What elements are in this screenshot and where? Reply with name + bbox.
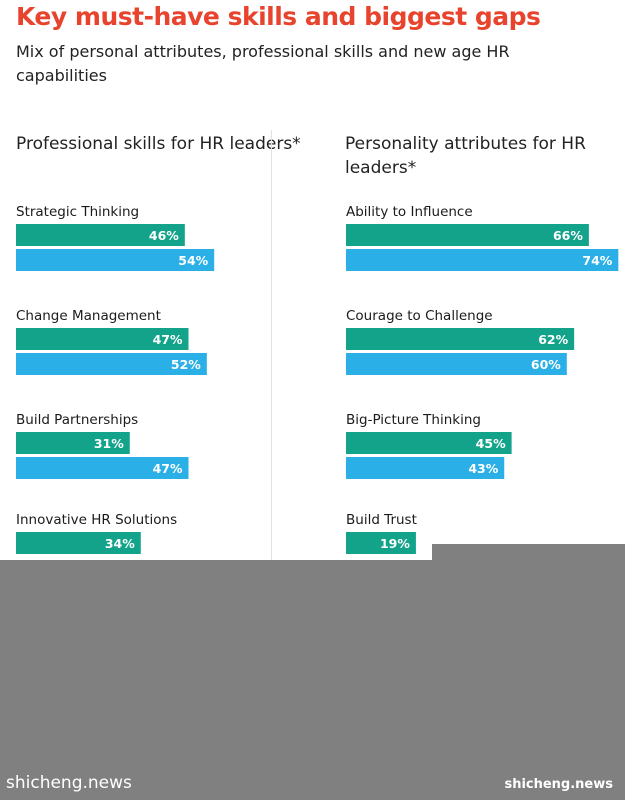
bar-value-label: 45% xyxy=(476,436,506,451)
bar-value-label: 47% xyxy=(153,461,183,476)
right-chart-title: Personality attributes for HR leaders* xyxy=(345,134,586,178)
bar-value-label: 43% xyxy=(468,461,498,476)
category-label: Ability to Influence xyxy=(346,204,473,220)
bar-value-label: 31% xyxy=(94,436,124,451)
watermark-right: shicheng.news xyxy=(504,777,613,792)
bar xyxy=(346,432,512,454)
gray-overlay-step xyxy=(432,544,625,564)
category-label: Innovative HR Solutions xyxy=(16,512,177,528)
column-divider xyxy=(271,130,272,560)
bar-value-label: 34% xyxy=(105,536,135,551)
bar xyxy=(16,532,141,554)
category-label: Change Management xyxy=(16,308,161,324)
left-chart-title: Professional skills for HR leaders* xyxy=(16,134,301,154)
bar-value-label: 62% xyxy=(538,332,568,347)
page-title: Key must-have skills and biggest gaps xyxy=(16,2,541,31)
category-label: Courage to Challenge xyxy=(346,308,493,324)
bar xyxy=(16,249,215,271)
bar xyxy=(16,353,207,375)
gray-overlay xyxy=(0,560,625,800)
bar xyxy=(16,457,189,479)
bar-value-label: 60% xyxy=(531,357,561,372)
category-label: Strategic Thinking xyxy=(16,204,139,220)
category-label: Build Trust xyxy=(346,512,417,528)
watermark-left: shicheng.news xyxy=(6,773,132,793)
bar-value-label: 47% xyxy=(153,332,183,347)
page-subtitle: Mix of personal attributes, professional… xyxy=(16,42,510,85)
bar xyxy=(16,224,185,246)
bar-value-label: 52% xyxy=(171,357,201,372)
bar-value-label: 46% xyxy=(149,228,179,243)
category-label: Big-Picture Thinking xyxy=(346,412,481,428)
category-label: Build Partnerships xyxy=(16,412,138,428)
bar-value-label: 74% xyxy=(582,253,612,268)
bar xyxy=(346,224,589,246)
bar xyxy=(346,328,575,350)
bar xyxy=(346,457,505,479)
bar-value-label: 19% xyxy=(380,536,410,551)
bar xyxy=(16,328,189,350)
bar xyxy=(346,249,619,271)
bar-value-label: 66% xyxy=(553,228,583,243)
bar xyxy=(346,353,567,375)
bar xyxy=(16,432,130,454)
bar-value-label: 54% xyxy=(178,253,208,268)
bar xyxy=(346,532,416,554)
